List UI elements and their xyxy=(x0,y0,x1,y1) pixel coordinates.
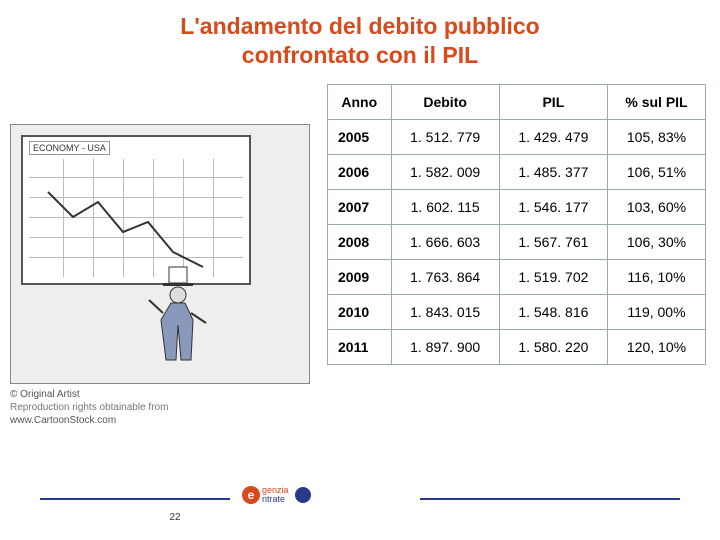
cartoon-column: ECONOMY - USA xyxy=(10,84,315,427)
title-line-1: L'andamento del debito pubblico xyxy=(180,13,539,39)
cell-anno: 2011 xyxy=(328,329,392,364)
cell-debito: 1. 763. 864 xyxy=(391,259,499,294)
cell-pil: 1. 567. 761 xyxy=(499,224,607,259)
cell-pil: 1. 580. 220 xyxy=(499,329,607,364)
table-row: 20101. 843. 0151. 548. 816119, 00% xyxy=(328,294,706,329)
cell-anno: 2006 xyxy=(328,154,392,189)
table-row: 20051. 512. 7791. 429. 479105, 83% xyxy=(328,119,706,154)
cell-pct: 105, 83% xyxy=(607,119,705,154)
agenzia-entrate-logo: e genzia ntrate xyxy=(242,486,311,504)
table-row: 20111. 897. 9001. 580. 220120, 10% xyxy=(328,329,706,364)
debt-pil-table: Anno Debito PIL % sul PIL 20051. 512. 77… xyxy=(327,84,706,365)
cell-debito: 1. 602. 115 xyxy=(391,189,499,224)
cell-pct: 103, 60% xyxy=(607,189,705,224)
cartoon-image: ECONOMY - USA xyxy=(10,124,310,384)
footer-rule-left xyxy=(40,498,230,500)
table-column: Anno Debito PIL % sul PIL 20051. 512. 77… xyxy=(315,84,706,427)
credit-rights: Reproduction rights obtainable from xyxy=(10,401,315,414)
cartoon-trend-line xyxy=(43,172,223,272)
cartoon-credits: © Original Artist Reproduction rights ob… xyxy=(10,388,315,427)
col-debito: Debito xyxy=(391,84,499,119)
cell-pct: 106, 30% xyxy=(607,224,705,259)
cell-debito: 1. 512. 779 xyxy=(391,119,499,154)
cell-anno: 2008 xyxy=(328,224,392,259)
cell-debito: 1. 582. 009 xyxy=(391,154,499,189)
cell-anno: 2005 xyxy=(328,119,392,154)
logo-e-icon: e xyxy=(242,486,260,504)
slide-title: L'andamento del debito pubblico confront… xyxy=(0,0,720,74)
credit-artist: © Original Artist xyxy=(10,388,315,401)
page-number: 22 xyxy=(0,512,720,523)
state-emblem-icon xyxy=(295,487,311,503)
cell-pil: 1. 519. 702 xyxy=(499,259,607,294)
cartoon-uncle-sam-figure xyxy=(141,265,221,375)
table-header-row: Anno Debito PIL % sul PIL xyxy=(328,84,706,119)
col-pct: % sul PIL xyxy=(607,84,705,119)
table-row: 20081. 666. 6031. 567. 761106, 30% xyxy=(328,224,706,259)
content-area: ECONOMY - USA xyxy=(0,74,720,427)
cell-debito: 1. 897. 900 xyxy=(391,329,499,364)
cell-pct: 120, 10% xyxy=(607,329,705,364)
col-pil: PIL xyxy=(499,84,607,119)
cell-pct: 119, 00% xyxy=(607,294,705,329)
slide-footer: e genzia ntrate 22 xyxy=(0,498,720,528)
credit-source: www.CartoonStock.com xyxy=(10,414,315,427)
cartoon-board-label: ECONOMY - USA xyxy=(29,141,110,155)
cell-pct: 106, 51% xyxy=(607,154,705,189)
cell-pil: 1. 485. 377 xyxy=(499,154,607,189)
cell-pil: 1. 548. 816 xyxy=(499,294,607,329)
cell-pil: 1. 546. 177 xyxy=(499,189,607,224)
table-row: 20071. 602. 1151. 546. 177103, 60% xyxy=(328,189,706,224)
table-row: 20061. 582. 0091. 485. 377106, 51% xyxy=(328,154,706,189)
col-anno: Anno xyxy=(328,84,392,119)
cell-pct: 116, 10% xyxy=(607,259,705,294)
footer-rule-right xyxy=(420,498,680,500)
cell-pil: 1. 429. 479 xyxy=(499,119,607,154)
logo-text: genzia ntrate xyxy=(262,486,289,504)
cell-anno: 2010 xyxy=(328,294,392,329)
cell-anno: 2009 xyxy=(328,259,392,294)
title-line-2: confrontato con il PIL xyxy=(242,42,478,68)
cell-debito: 1. 843. 015 xyxy=(391,294,499,329)
cell-anno: 2007 xyxy=(328,189,392,224)
cell-debito: 1. 666. 603 xyxy=(391,224,499,259)
table-row: 20091. 763. 8641. 519. 702116, 10% xyxy=(328,259,706,294)
cartoon-chart-board: ECONOMY - USA xyxy=(21,135,251,285)
